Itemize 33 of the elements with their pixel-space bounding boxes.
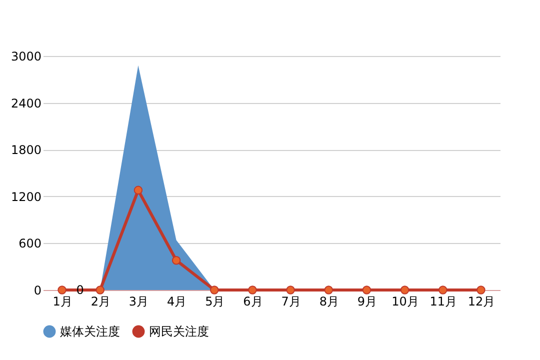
point (172, 256, 181, 265)
y-tick-label: 0 (34, 284, 42, 298)
y-tick-label: 600 (18, 236, 42, 251)
x-tick-label: 1月 (52, 294, 72, 308)
point (286, 286, 295, 294)
point (96, 286, 104, 294)
point (324, 286, 333, 294)
x-tick-label: 9月 (357, 294, 378, 308)
point (362, 286, 372, 294)
x-tick-label: 6月 (243, 294, 263, 308)
legend-label: 网民关注度 (149, 324, 209, 339)
x-tick-label: 12月 (468, 294, 496, 308)
x-tick-label: 5月 (205, 294, 225, 308)
x-tick-label: 11月 (430, 294, 458, 308)
point (210, 286, 219, 294)
x-tick-label: 4月 (166, 294, 187, 308)
x-tick-label: 10月 (392, 294, 419, 308)
point (134, 186, 143, 195)
annotation: 0 (76, 283, 84, 297)
legend-label: 媒体关注度 (60, 324, 120, 339)
y-tick-label: 1800 (10, 143, 42, 158)
y-tick-label: 1200 (10, 190, 42, 204)
y-tick-label: 2400 (10, 96, 42, 110)
x-tick-label: 2月 (90, 294, 110, 308)
point (248, 286, 257, 294)
point (400, 286, 410, 294)
x-tick-label: 8月 (319, 294, 339, 308)
y-tick-label: 3000 (10, 50, 42, 64)
point (438, 286, 448, 294)
x-tick-label: 3月 (128, 294, 149, 308)
x-tick-label: 7月 (281, 294, 301, 308)
point (476, 286, 486, 294)
point (58, 286, 66, 294)
